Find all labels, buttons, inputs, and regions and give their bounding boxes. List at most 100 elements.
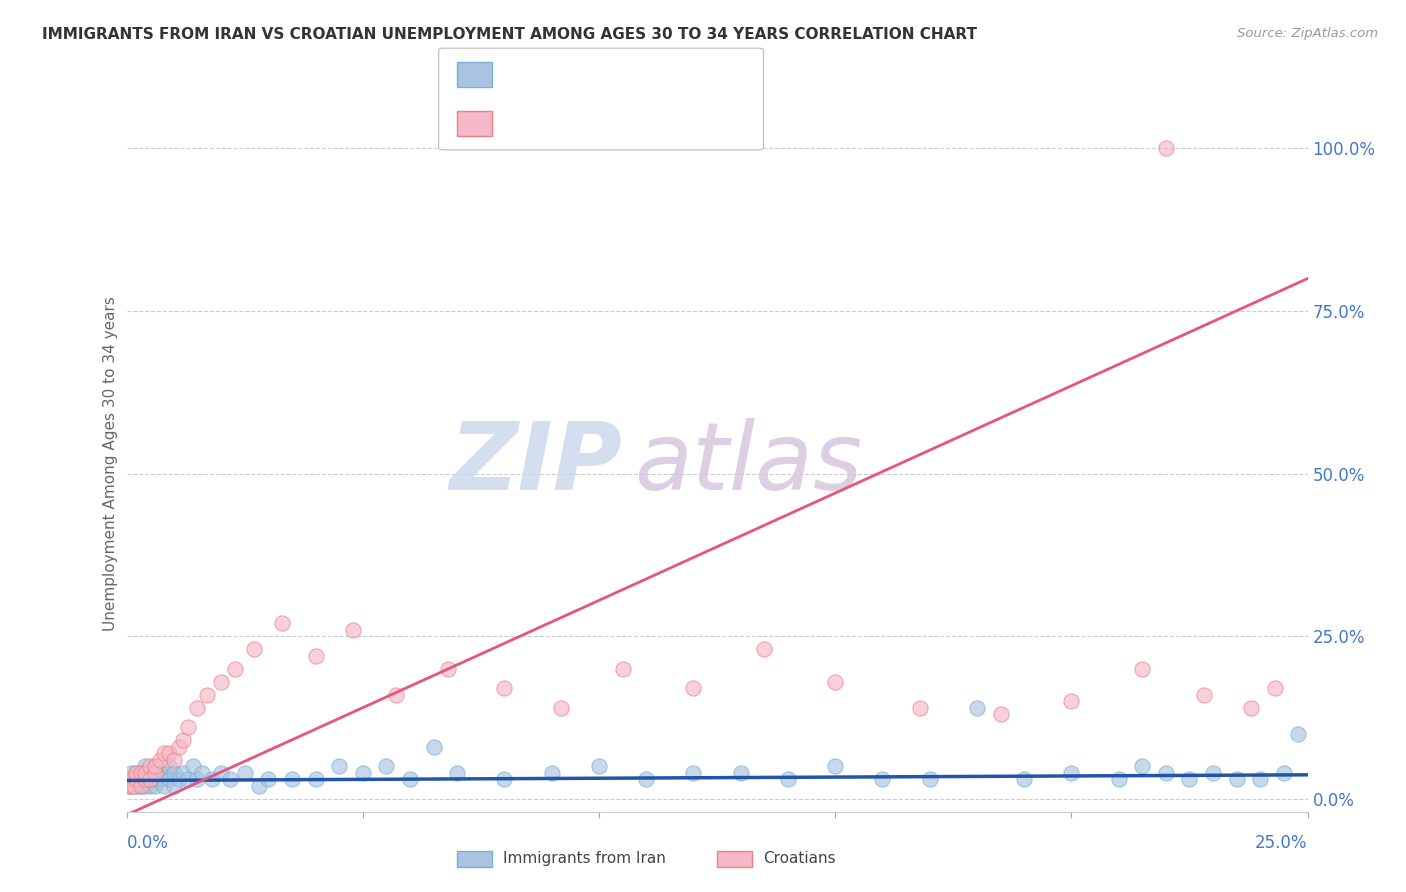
Point bbox=[139, 779, 162, 793]
Point bbox=[120, 772, 142, 787]
Point bbox=[143, 759, 166, 773]
Point bbox=[143, 759, 166, 773]
Point bbox=[1060, 694, 1083, 708]
Point bbox=[186, 772, 208, 787]
Text: atlas: atlas bbox=[634, 418, 863, 509]
Text: N =: N = bbox=[598, 66, 637, 84]
Point bbox=[129, 772, 152, 787]
Text: R =: R = bbox=[499, 66, 537, 84]
Point bbox=[143, 765, 166, 780]
Point bbox=[1263, 681, 1285, 695]
Point bbox=[247, 779, 270, 793]
Point bbox=[304, 648, 326, 663]
Text: 0.734: 0.734 bbox=[531, 114, 586, 132]
Y-axis label: Unemployment Among Ages 30 to 34 years: Unemployment Among Ages 30 to 34 years bbox=[103, 296, 118, 632]
Point bbox=[172, 733, 194, 747]
Point bbox=[966, 700, 988, 714]
Point bbox=[1130, 759, 1153, 773]
Point bbox=[163, 765, 186, 780]
Point bbox=[120, 779, 142, 793]
Point bbox=[134, 779, 156, 793]
Point bbox=[612, 662, 634, 676]
Point bbox=[1202, 765, 1225, 780]
Point bbox=[149, 753, 172, 767]
Text: 0.0%: 0.0% bbox=[127, 834, 169, 852]
Point bbox=[157, 772, 180, 787]
Text: ZIP: ZIP bbox=[450, 417, 623, 510]
Point bbox=[157, 746, 180, 760]
Point bbox=[436, 662, 458, 676]
Point bbox=[177, 772, 200, 787]
Point bbox=[153, 765, 176, 780]
Text: Source: ZipAtlas.com: Source: ZipAtlas.com bbox=[1237, 27, 1378, 40]
Text: R =: R = bbox=[499, 114, 537, 132]
Point bbox=[125, 765, 148, 780]
Point bbox=[824, 674, 846, 689]
Point bbox=[375, 759, 398, 773]
Point bbox=[494, 772, 516, 787]
Point bbox=[167, 772, 190, 787]
Point bbox=[446, 765, 468, 780]
Point bbox=[163, 779, 186, 793]
Point bbox=[271, 616, 294, 631]
Text: N =: N = bbox=[598, 114, 637, 132]
Point bbox=[233, 765, 256, 780]
Point bbox=[157, 759, 180, 773]
Point bbox=[872, 772, 894, 787]
Point bbox=[143, 779, 166, 793]
Text: 25.0%: 25.0% bbox=[1256, 834, 1308, 852]
Point bbox=[167, 739, 190, 754]
Point bbox=[1272, 765, 1295, 780]
Point bbox=[195, 688, 218, 702]
Point bbox=[153, 746, 176, 760]
Point bbox=[129, 779, 152, 793]
Point bbox=[990, 707, 1012, 722]
Point bbox=[125, 772, 148, 787]
Text: 69: 69 bbox=[630, 66, 654, 84]
Point bbox=[129, 765, 152, 780]
Point bbox=[134, 772, 156, 787]
Point bbox=[1192, 688, 1215, 702]
Point bbox=[129, 765, 152, 780]
Point bbox=[908, 700, 931, 714]
Text: 45: 45 bbox=[630, 114, 654, 132]
Point bbox=[1130, 662, 1153, 676]
Point bbox=[281, 772, 304, 787]
Point bbox=[209, 765, 232, 780]
Point bbox=[209, 674, 232, 689]
Point bbox=[139, 765, 162, 780]
Point bbox=[754, 642, 776, 657]
Point bbox=[139, 772, 162, 787]
Text: Croatians: Croatians bbox=[763, 852, 837, 866]
Point bbox=[636, 772, 658, 787]
Point bbox=[134, 759, 156, 773]
Point bbox=[328, 759, 350, 773]
Point bbox=[1286, 727, 1309, 741]
Point bbox=[125, 772, 148, 787]
Point bbox=[125, 765, 148, 780]
Point bbox=[134, 765, 156, 780]
Point bbox=[122, 779, 145, 793]
Point bbox=[243, 642, 266, 657]
Point bbox=[494, 681, 516, 695]
Point bbox=[1060, 765, 1083, 780]
Point bbox=[1154, 765, 1177, 780]
Point bbox=[1108, 772, 1130, 787]
Point bbox=[139, 772, 162, 787]
Point bbox=[139, 759, 162, 773]
Point bbox=[172, 765, 194, 780]
Point bbox=[550, 700, 572, 714]
Point bbox=[191, 765, 214, 780]
Text: 0.097: 0.097 bbox=[531, 66, 586, 84]
Point bbox=[588, 759, 610, 773]
Point bbox=[342, 623, 364, 637]
Point bbox=[682, 765, 704, 780]
Point bbox=[200, 772, 222, 787]
Point bbox=[120, 772, 142, 787]
Point bbox=[422, 739, 444, 754]
Point bbox=[149, 765, 172, 780]
Point bbox=[730, 765, 752, 780]
Point bbox=[122, 779, 145, 793]
Point bbox=[177, 720, 200, 734]
Point bbox=[149, 772, 172, 787]
